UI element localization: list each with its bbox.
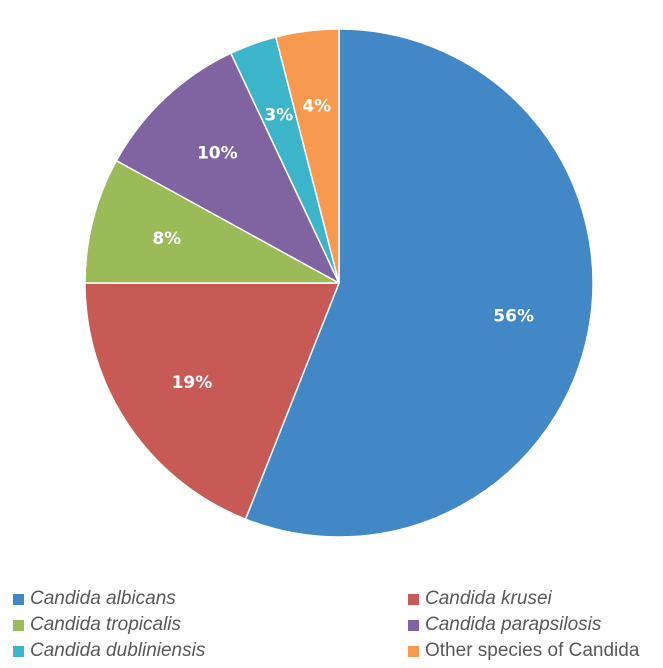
data-label-candida-dubliniensis: 3% — [264, 106, 293, 126]
legend-swatch — [408, 619, 419, 631]
legend-swatch — [13, 645, 24, 657]
legend-item-candida-krusei: Candida krusei — [408, 586, 552, 612]
legend-label: Candida dubliniensis — [30, 640, 206, 661]
data-label-candida-albicans: 56% — [493, 306, 534, 326]
chart-legend: Candida albicans Candida krusei Candida tr… — [0, 586, 663, 668]
data-label-candida-tropicalis: 8% — [152, 229, 181, 249]
legend-label: Candida albicans — [30, 588, 176, 609]
data-label-candida-parapsilosis: 10% — [197, 143, 238, 163]
pie-slice-candida-tropicalis — [84, 159, 340, 284]
legend-item-candida-albicans: Candida albicans — [13, 586, 176, 612]
legend-item-candida-tropicalis: Candida tropicalis — [13, 612, 181, 638]
legend-swatch — [13, 593, 24, 605]
legend-item-candida-dubliniensis: Candida dubliniensis — [13, 638, 205, 664]
legend-label: Candida parapsilosis — [425, 614, 602, 635]
pie-slices — [84, 28, 594, 538]
data-label-candida-krusei: 19% — [172, 373, 213, 393]
pie-data-labels: 56% 19% 8% 10% 3% 4% — [152, 97, 534, 393]
pie-slice-candida-parapsilosis — [115, 52, 340, 284]
legend-swatch — [408, 593, 419, 605]
legend-label: Other species of Candida — [425, 640, 640, 661]
legend-label: Candida tropicalis — [30, 614, 182, 635]
legend-label: Candida krusei — [425, 588, 552, 609]
pie-slice-candida-albicans — [244, 28, 594, 538]
legend-swatch — [13, 619, 24, 631]
legend-item-candida-parapsilosis: Candida parapsilosis — [408, 612, 601, 638]
data-label-other-species-of-candida: 4% — [302, 97, 331, 117]
pie-slice-candida-krusei — [84, 282, 340, 520]
pie-slice-other-species-of-candida — [275, 28, 340, 284]
legend-item-other-species-of-candida: Other species of Candida — [408, 638, 639, 664]
legend-swatch — [408, 645, 419, 657]
